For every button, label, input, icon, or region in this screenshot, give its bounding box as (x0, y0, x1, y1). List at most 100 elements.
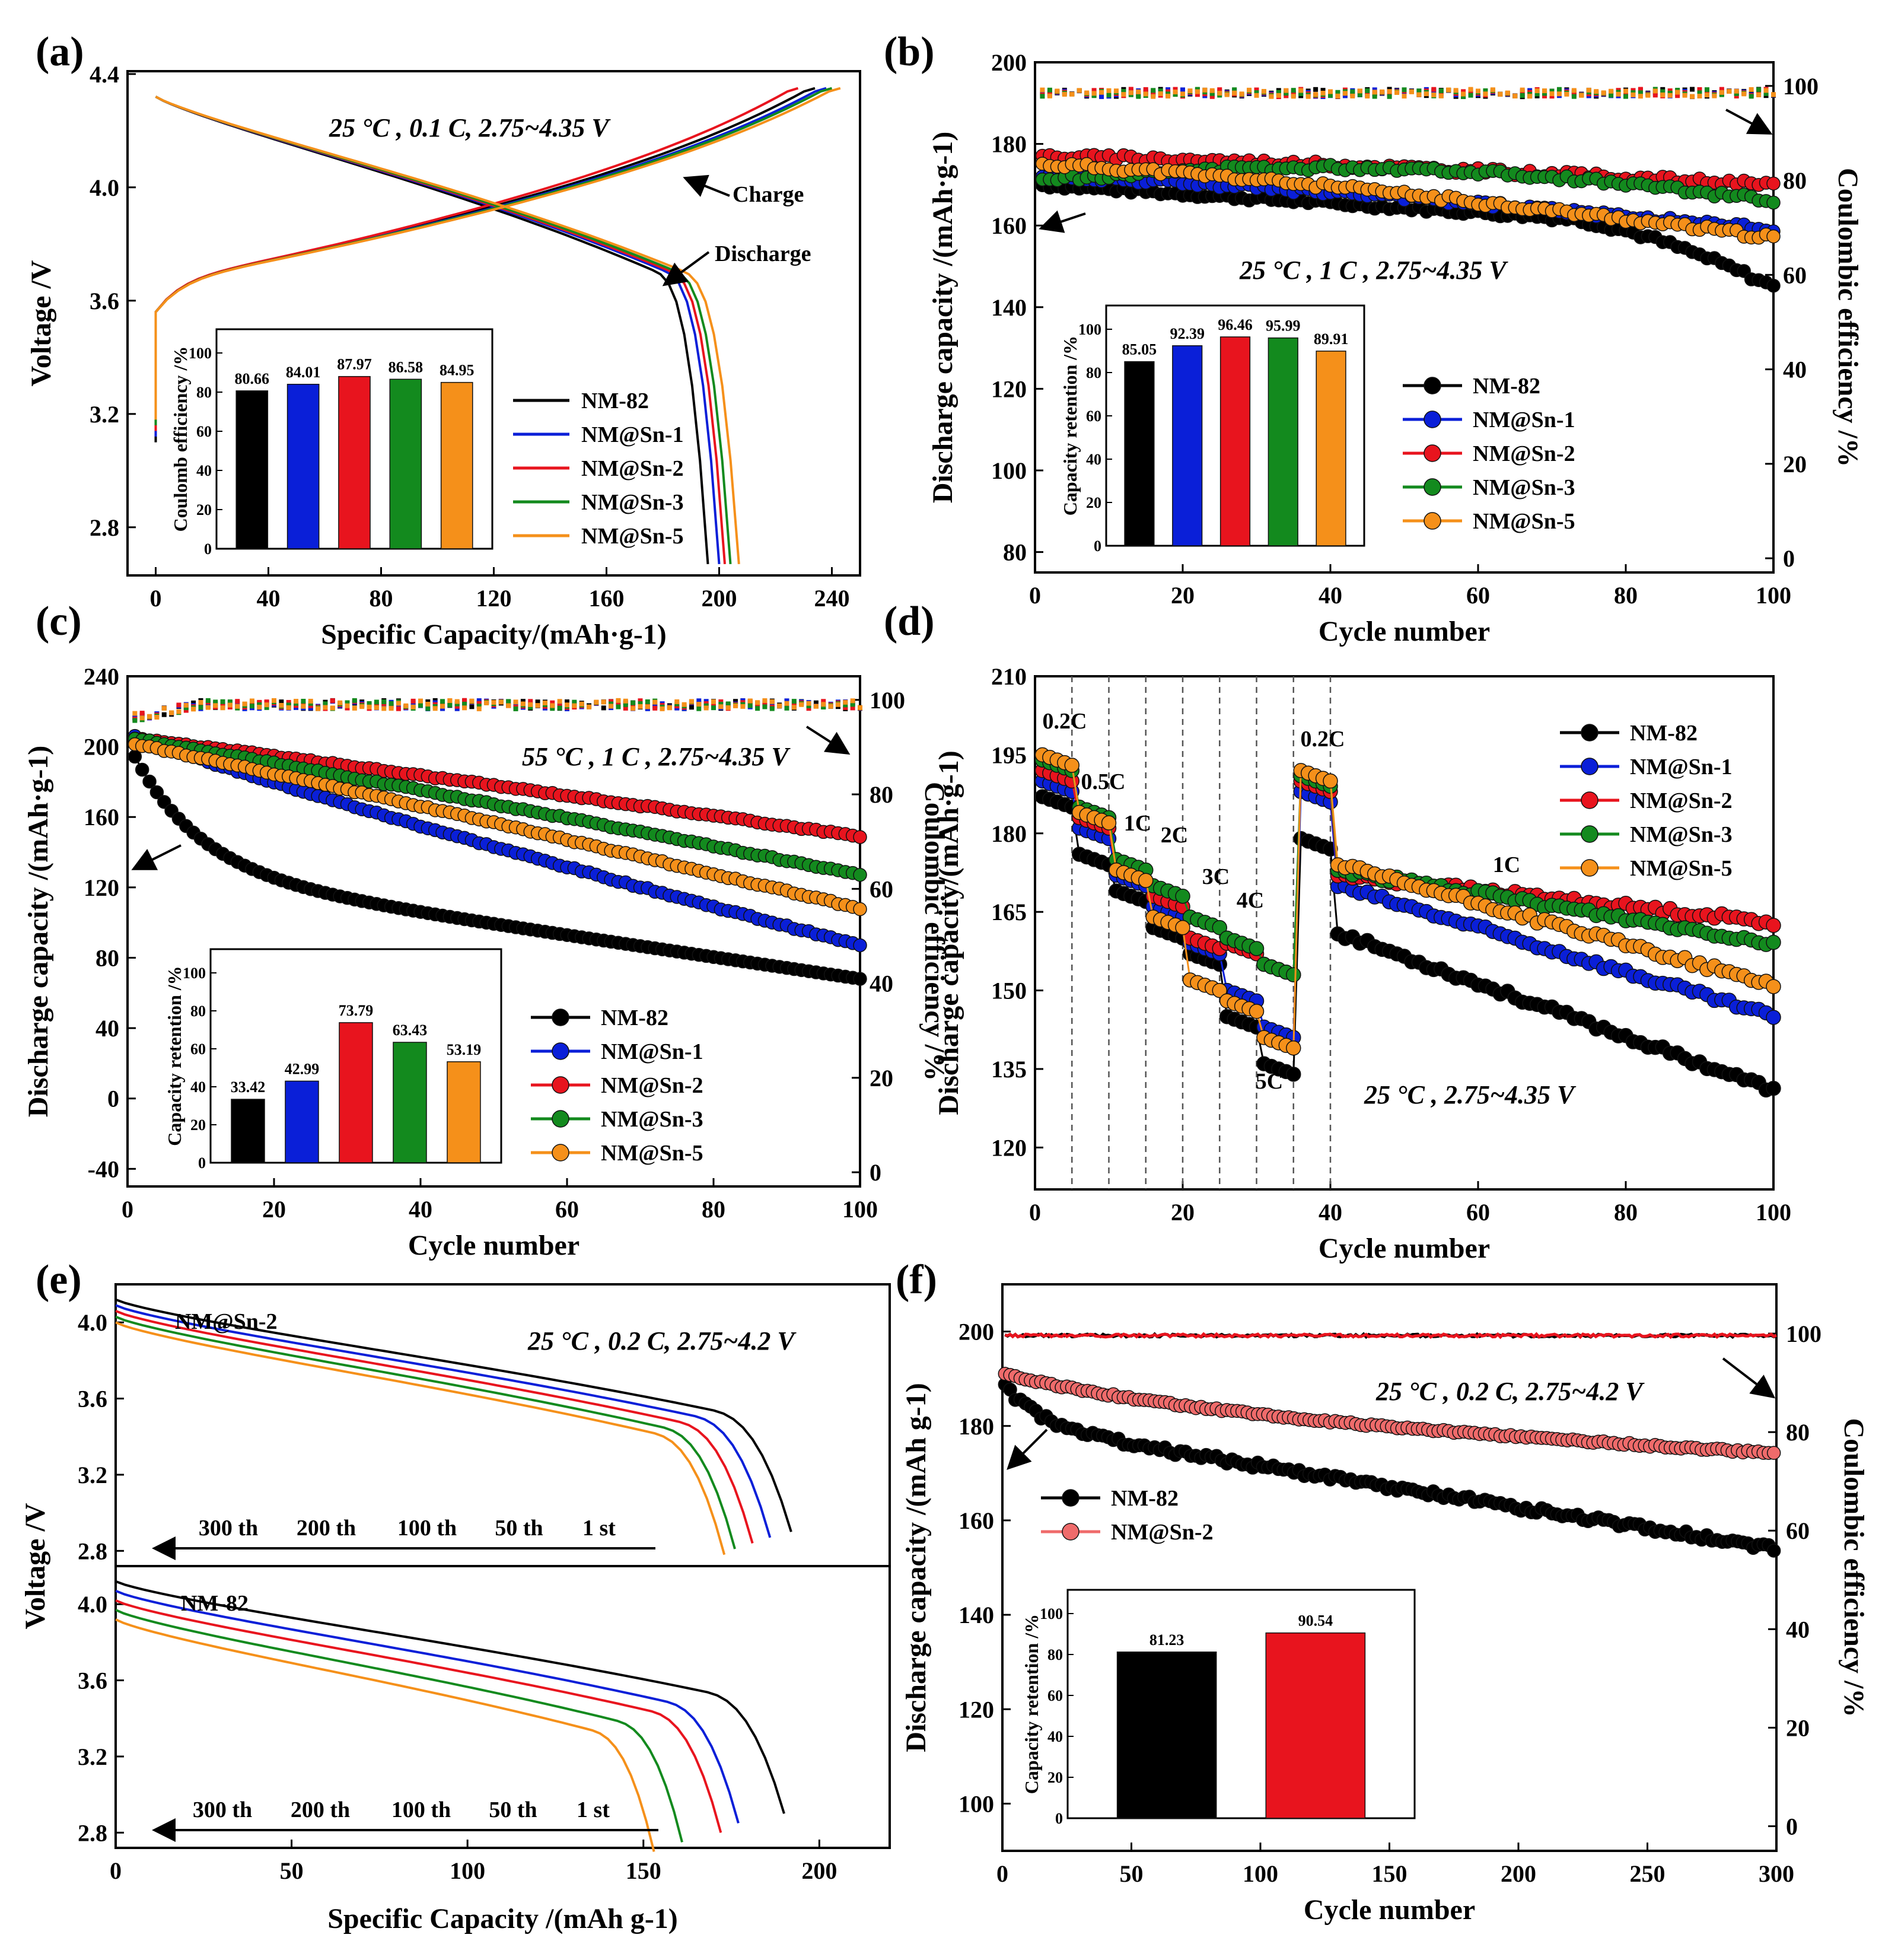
y-tick-label: 4.0 (90, 174, 119, 201)
inset-bar-2 (338, 376, 371, 549)
rate-label-7: 0.2C (1301, 727, 1345, 752)
inset-tick-label: 80 (190, 1003, 206, 1020)
inset-y-label: Coulomb efficiency /% (170, 346, 191, 532)
ce-point-NM@Sn-3 (476, 704, 482, 709)
ce-point-NM@Sn-3 (220, 699, 225, 704)
inset-tick-label: 60 (196, 423, 212, 440)
ce-point-NM-82 (425, 699, 431, 704)
y-axis-label: Voltage /V (26, 260, 57, 386)
inset-tick-label: 20 (196, 501, 212, 518)
ce-point-NM@Sn-3 (1106, 93, 1112, 98)
capacity-axis-arrow (1039, 210, 1086, 233)
cycle-curve-top-2 (115, 1310, 754, 1544)
ce-point-NM@Sn-5 (725, 705, 731, 710)
ce-point-NM@Sn-2 (843, 705, 848, 710)
ce-point-NM@Sn-5 (1320, 90, 1326, 96)
x-axis-label: Cycle number (408, 1230, 579, 1261)
cycle-label-top-2: 100 th (397, 1516, 457, 1541)
cycle-label-top-4: 1 st (582, 1516, 616, 1541)
ce-point-NM@Sn-2 (410, 698, 416, 704)
ce-point-NM@Sn-3 (1660, 89, 1666, 94)
ce-point-NM@Sn-5 (1520, 87, 1525, 93)
annotation-a: 25 °C , 0.1 C, 2.75~4.35 V (329, 113, 611, 142)
ce-point-NM@Sn-5 (1490, 87, 1495, 93)
legend-label-NM-82: NM-82 (1630, 721, 1698, 746)
x-tick-label: 40 (1319, 582, 1342, 609)
ce-point-NM@Sn-5 (1099, 90, 1104, 95)
inset-bar-label-3: 63.43 (393, 1022, 428, 1039)
ce-point-NM@Sn-5 (667, 705, 672, 711)
x-tick-label: 40 (1319, 1199, 1342, 1226)
ce-point-NM@Sn-5 (1394, 90, 1400, 95)
ce-point-NM@Sn-5 (213, 703, 218, 708)
y-tick-label: 195 (991, 742, 1027, 768)
inset-bar-label-1: 92.39 (1170, 325, 1205, 342)
ce-point-NM@Sn-5 (1682, 93, 1687, 98)
ce-point-NM@Sn-3 (1468, 93, 1473, 98)
ce-point-NM@Sn-2 (638, 698, 643, 704)
ce-point-NM@Sn-5 (1180, 91, 1185, 97)
ce-point-NM@Sn-5 (1055, 88, 1060, 94)
series-NM@Sn-3-point (1212, 919, 1227, 936)
ce-point-NM@Sn-5 (733, 703, 738, 708)
series-NM@Sn-2-point (1766, 918, 1781, 933)
ce-point-NM@Sn-3 (1387, 94, 1392, 99)
inset-tick-label: 40 (196, 462, 212, 479)
axes-e: 2.8 3.2 3.6 4.0 NM@Sn-2 300 th 200 th 100 th 50 … (20, 1283, 891, 1934)
y2-tick-label: 40 (870, 971, 893, 997)
x-tick-label: 0 (150, 585, 162, 612)
ce-point-NM@Sn-5 (1571, 88, 1577, 93)
ce-point-NM@Sn-2 (791, 701, 797, 707)
plot-frame-bottom (114, 1565, 891, 1849)
ce-point-NM@Sn-5 (630, 706, 636, 711)
ce-point-NM@Sn-3 (1209, 91, 1215, 96)
ce-point-NM@Sn-5 (652, 699, 658, 705)
subplot-title-bottom: NM-82 (181, 1591, 249, 1616)
series-NM@Sn-5-point (1064, 758, 1079, 773)
ce-point-NM@Sn-5 (352, 705, 357, 711)
ce-point-NM@Sn-5 (1586, 87, 1591, 93)
inset-tick-label: 100 (183, 965, 206, 982)
ce-point-NM@Sn-5 (1704, 93, 1709, 98)
ce-point-NM@Sn-5 (1380, 89, 1385, 94)
ce-point-NM@Sn-3 (645, 699, 650, 704)
ce-point-NM@Sn-5 (1328, 89, 1333, 94)
ce-point-NM@Sn-3 (623, 702, 628, 707)
inset-bar-label-1: 84.01 (286, 364, 321, 381)
ce-point-NM@Sn-5 (843, 699, 848, 705)
y-tick-label: 180 (991, 131, 1027, 158)
legend-label-NM-82: NM-82 (581, 389, 649, 413)
x-tick-label: 100 (1243, 1860, 1278, 1887)
series-NM@Sn-5-point (1766, 229, 1781, 244)
ce-point-NM@Sn-5 (1623, 88, 1628, 94)
ce-point-NM@Sn-5 (1165, 94, 1171, 99)
ce-point-NM@Sn-5 (711, 699, 716, 704)
ce-point-NM-82 (161, 712, 167, 717)
ce-point-NM@Sn-3 (132, 718, 138, 723)
ce-point-NM@Sn-5 (176, 709, 181, 714)
ce-point-NM@Sn-5 (1476, 88, 1480, 94)
legend-marker (1581, 825, 1598, 843)
ce-point-NM@Sn-5 (1365, 94, 1370, 99)
ce-point-NM@Sn-5 (1232, 90, 1237, 96)
ce-point-NM@Sn-5 (388, 706, 394, 711)
legend-label-NM@Sn-2: NM@Sn-2 (601, 1073, 703, 1098)
ce-point-NM@Sn-5 (1187, 88, 1193, 94)
ce-point-NM@Sn-5 (316, 706, 321, 711)
ce-point-NM@Sn-5 (777, 703, 782, 708)
ce-point-NM@Sn-5 (1342, 91, 1348, 96)
inset-bar-label-0: 81.23 (1149, 1631, 1184, 1649)
ce-point-NM@Sn-5 (1372, 90, 1377, 95)
series-NM@Sn-5-point (1766, 979, 1781, 994)
ce-point-NM@Sn-2 (1431, 87, 1437, 92)
ce-point-NM@Sn-3 (528, 705, 533, 710)
ce-point-NM@Sn-5 (337, 700, 343, 705)
inset-bar-1 (1172, 345, 1203, 546)
ce-point-NM@Sn-2 (623, 705, 628, 711)
ce-point-NM@Sn-3 (638, 701, 643, 707)
ce-point-NM@Sn-5 (1549, 91, 1555, 97)
ce-point-NM@Sn-3 (506, 699, 511, 704)
ce-point-NM@Sn-3 (616, 704, 621, 709)
inset-bar-label-1: 42.99 (285, 1060, 320, 1077)
ce-point-NM@Sn-5 (616, 698, 621, 703)
